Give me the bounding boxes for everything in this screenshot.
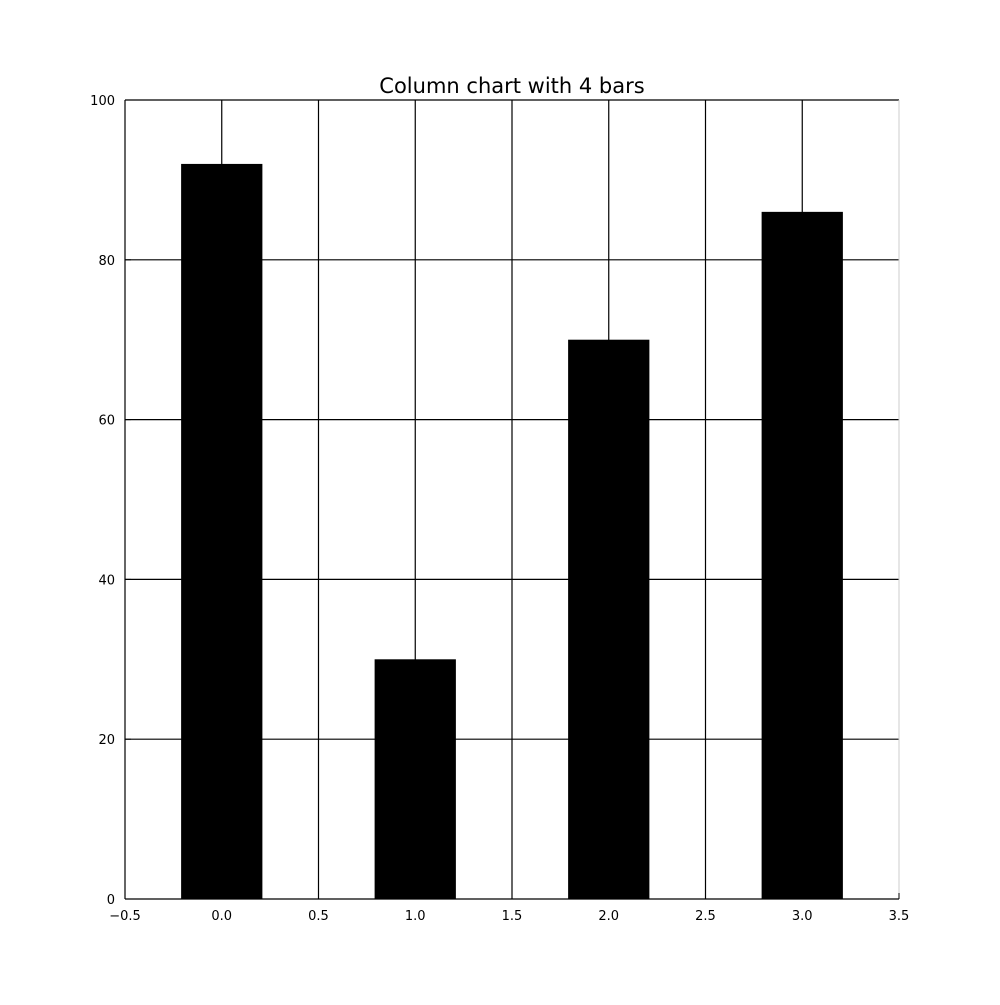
bars (181, 163, 843, 900)
chart-title: Column chart with 4 bars (379, 74, 644, 98)
x-tick-label: 3.5 (889, 909, 910, 924)
y-tick-label: 100 (90, 94, 115, 109)
x-tick-label: 1.0 (405, 909, 426, 924)
x-tick-label: 0.0 (211, 909, 232, 924)
bar (761, 211, 843, 900)
y-tick-label: 0 (107, 893, 115, 908)
y-tick-label: 60 (98, 414, 115, 429)
bar (374, 659, 456, 899)
y-tick-label: 80 (98, 254, 115, 269)
x-tick-label: 1.5 (502, 909, 523, 924)
x-axis-ticks: −0.5 0.0 0.5 1.0 1.5 2.0 2.5 3.0 3.5 (109, 893, 909, 924)
y-tick-label: 20 (98, 733, 115, 748)
y-tick-label: 40 (98, 573, 115, 588)
x-tick-label: 2.0 (598, 909, 619, 924)
x-tick-label: 3.0 (792, 909, 813, 924)
x-tick-label: 0.5 (308, 909, 329, 924)
axes-frame (124, 99, 900, 900)
bar (181, 163, 263, 900)
bar (568, 339, 650, 899)
y-axis-ticks: 0 20 40 60 80 100 (90, 94, 131, 908)
x-tick-label: 2.5 (695, 909, 716, 924)
x-tick-label: −0.5 (109, 909, 141, 924)
